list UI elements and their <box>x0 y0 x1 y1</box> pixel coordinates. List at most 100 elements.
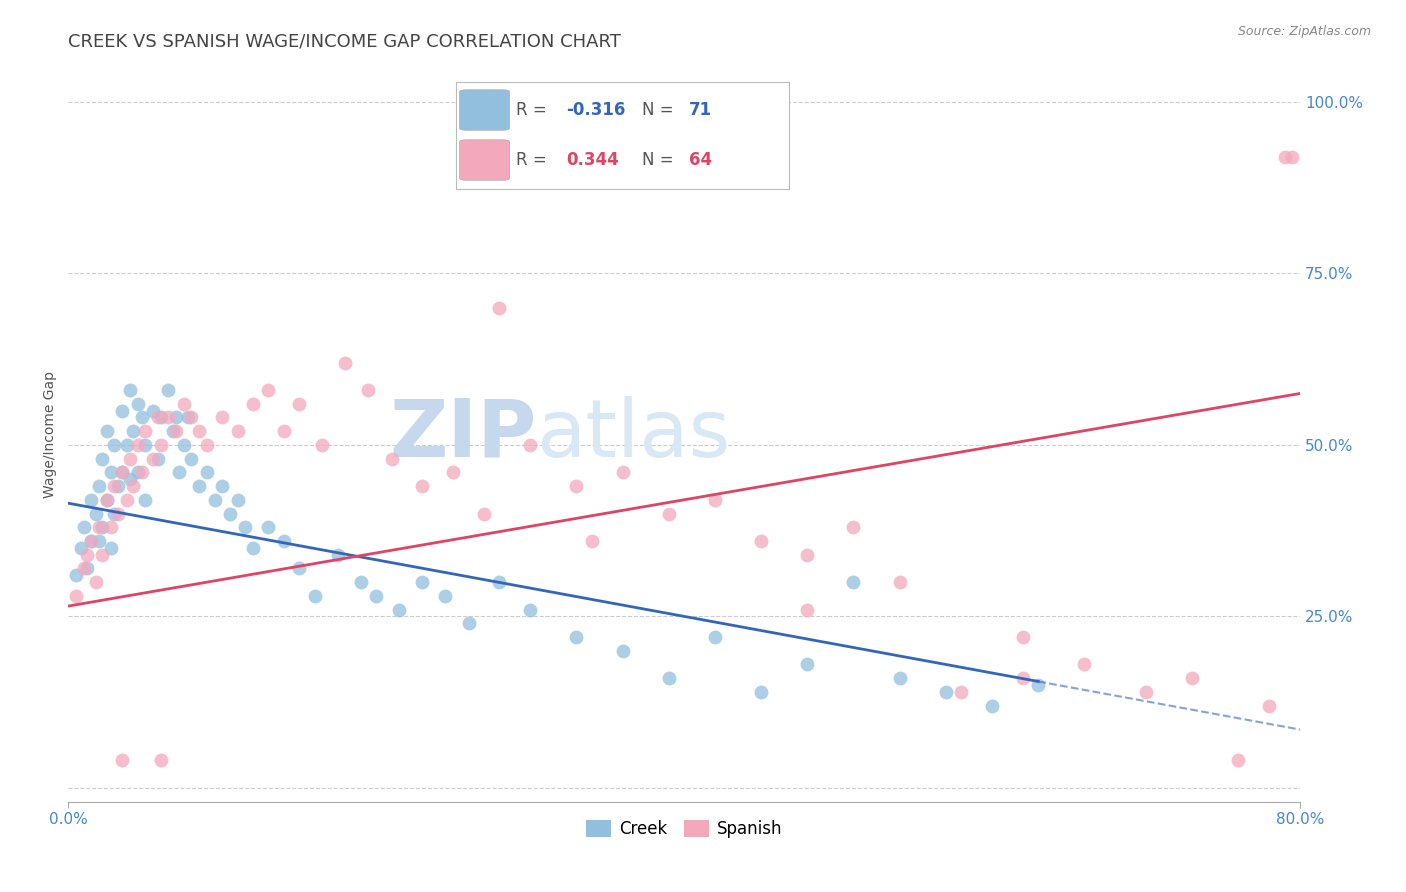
Point <box>889 671 911 685</box>
Text: atlas: atlas <box>536 396 731 474</box>
Point <box>796 602 818 616</box>
Point <box>146 451 169 466</box>
Point <box>411 575 433 590</box>
Point <box>195 438 218 452</box>
Point <box>131 410 153 425</box>
Point <box>219 507 242 521</box>
Point <box>211 410 233 425</box>
Point <box>111 466 134 480</box>
Point <box>1026 678 1049 692</box>
Point <box>165 410 187 425</box>
Point <box>335 356 357 370</box>
Point <box>65 589 87 603</box>
Point <box>103 479 125 493</box>
Point <box>72 561 94 575</box>
Point <box>177 410 200 425</box>
Point <box>226 424 249 438</box>
Point <box>84 507 107 521</box>
Point <box>1012 671 1035 685</box>
Point <box>796 548 818 562</box>
Point <box>1274 150 1296 164</box>
Point <box>411 479 433 493</box>
Point <box>357 383 380 397</box>
Point <box>134 424 156 438</box>
Point <box>96 492 118 507</box>
Point <box>111 753 134 767</box>
Point <box>842 520 865 534</box>
Point <box>100 541 122 555</box>
Point <box>226 492 249 507</box>
Point <box>457 616 479 631</box>
Point <box>84 575 107 590</box>
Y-axis label: Wage/Income Gap: Wage/Income Gap <box>44 371 58 498</box>
Point <box>157 410 180 425</box>
Point <box>107 507 129 521</box>
Point <box>612 643 634 657</box>
Point <box>565 479 588 493</box>
Point <box>842 575 865 590</box>
Point <box>188 479 211 493</box>
Point <box>889 575 911 590</box>
Point <box>111 403 134 417</box>
Point <box>796 657 818 672</box>
Point <box>195 466 218 480</box>
Point <box>131 466 153 480</box>
Point <box>162 424 184 438</box>
Point <box>1181 671 1204 685</box>
Point <box>388 602 411 616</box>
Point <box>91 548 114 562</box>
Point <box>472 507 495 521</box>
Point <box>204 492 226 507</box>
Point <box>111 466 134 480</box>
Point <box>565 630 588 644</box>
Point <box>100 520 122 534</box>
Point <box>118 451 141 466</box>
Text: CREEK VS SPANISH WAGE/INCOME GAP CORRELATION CHART: CREEK VS SPANISH WAGE/INCOME GAP CORRELA… <box>69 33 621 51</box>
Point <box>1258 698 1281 713</box>
Point <box>381 451 404 466</box>
Point <box>87 520 110 534</box>
Point <box>658 507 681 521</box>
Point <box>326 548 349 562</box>
Point <box>149 438 172 452</box>
Point <box>91 451 114 466</box>
Point <box>1012 630 1035 644</box>
Point <box>76 548 98 562</box>
Point <box>115 438 138 452</box>
Point <box>157 383 180 397</box>
Point <box>96 492 118 507</box>
Point <box>142 403 165 417</box>
Point <box>703 630 725 644</box>
Point <box>165 424 187 438</box>
Point <box>134 492 156 507</box>
Point <box>103 438 125 452</box>
Point <box>1135 685 1157 699</box>
Point <box>91 520 114 534</box>
Point <box>242 397 264 411</box>
Point <box>749 533 772 548</box>
Point <box>80 492 103 507</box>
Point <box>173 438 195 452</box>
Point <box>149 410 172 425</box>
Point <box>69 541 91 555</box>
Point <box>188 424 211 438</box>
Point <box>100 466 122 480</box>
Point <box>142 451 165 466</box>
Point <box>1073 657 1095 672</box>
Point <box>257 383 280 397</box>
Point <box>950 685 973 699</box>
Point <box>65 568 87 582</box>
Point <box>1227 753 1250 767</box>
Point <box>180 410 202 425</box>
Point <box>107 479 129 493</box>
Point <box>103 507 125 521</box>
Point <box>257 520 280 534</box>
Point <box>233 520 256 534</box>
Point <box>72 520 94 534</box>
Point <box>488 301 510 315</box>
Point <box>122 479 145 493</box>
Point <box>167 466 190 480</box>
Point <box>173 397 195 411</box>
Point <box>935 685 957 699</box>
Point <box>87 533 110 548</box>
